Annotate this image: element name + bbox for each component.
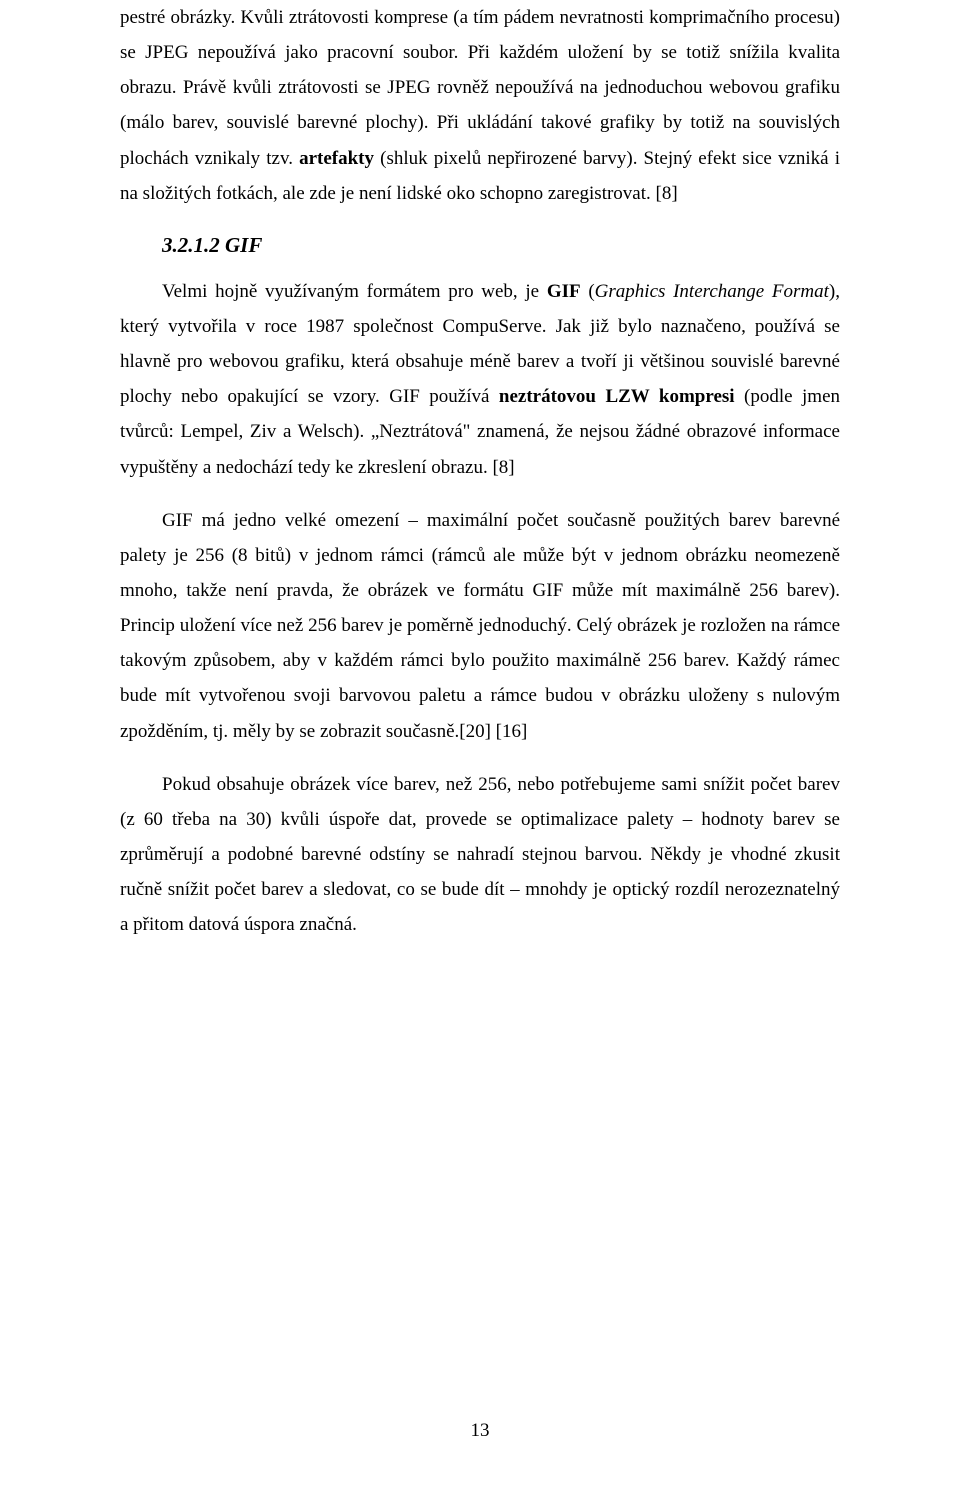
para1-bold: artefakty <box>299 148 374 169</box>
para2-a: Velmi hojně využívaným formátem pro web,… <box>162 281 547 302</box>
para2-b-bold: GIF <box>547 281 581 302</box>
para2-c: ( <box>581 281 595 302</box>
paragraph-2: Velmi hojně využívaným formátem pro web,… <box>120 274 840 485</box>
paragraph-1: pestré obrázky. Kvůli ztrátovosti kompre… <box>120 0 840 211</box>
para2-f-bold: neztrátovou LZW kompresi <box>499 386 735 407</box>
para2-d-italic: Graphics Interchange Format <box>595 281 829 302</box>
page-number: 13 <box>120 1420 840 1442</box>
para1-text-pre: pestré obrázky. Kvůli ztrátovosti kompre… <box>120 7 840 169</box>
document-page: pestré obrázky. Kvůli ztrátovosti kompre… <box>0 0 960 1498</box>
paragraph-3: GIF má jedno velké omezení – maximální p… <box>120 503 840 749</box>
paragraph-4: Pokud obsahuje obrázek více barev, než 2… <box>120 767 840 943</box>
section-heading-gif: 3.2.1.2 GIF <box>162 233 840 258</box>
